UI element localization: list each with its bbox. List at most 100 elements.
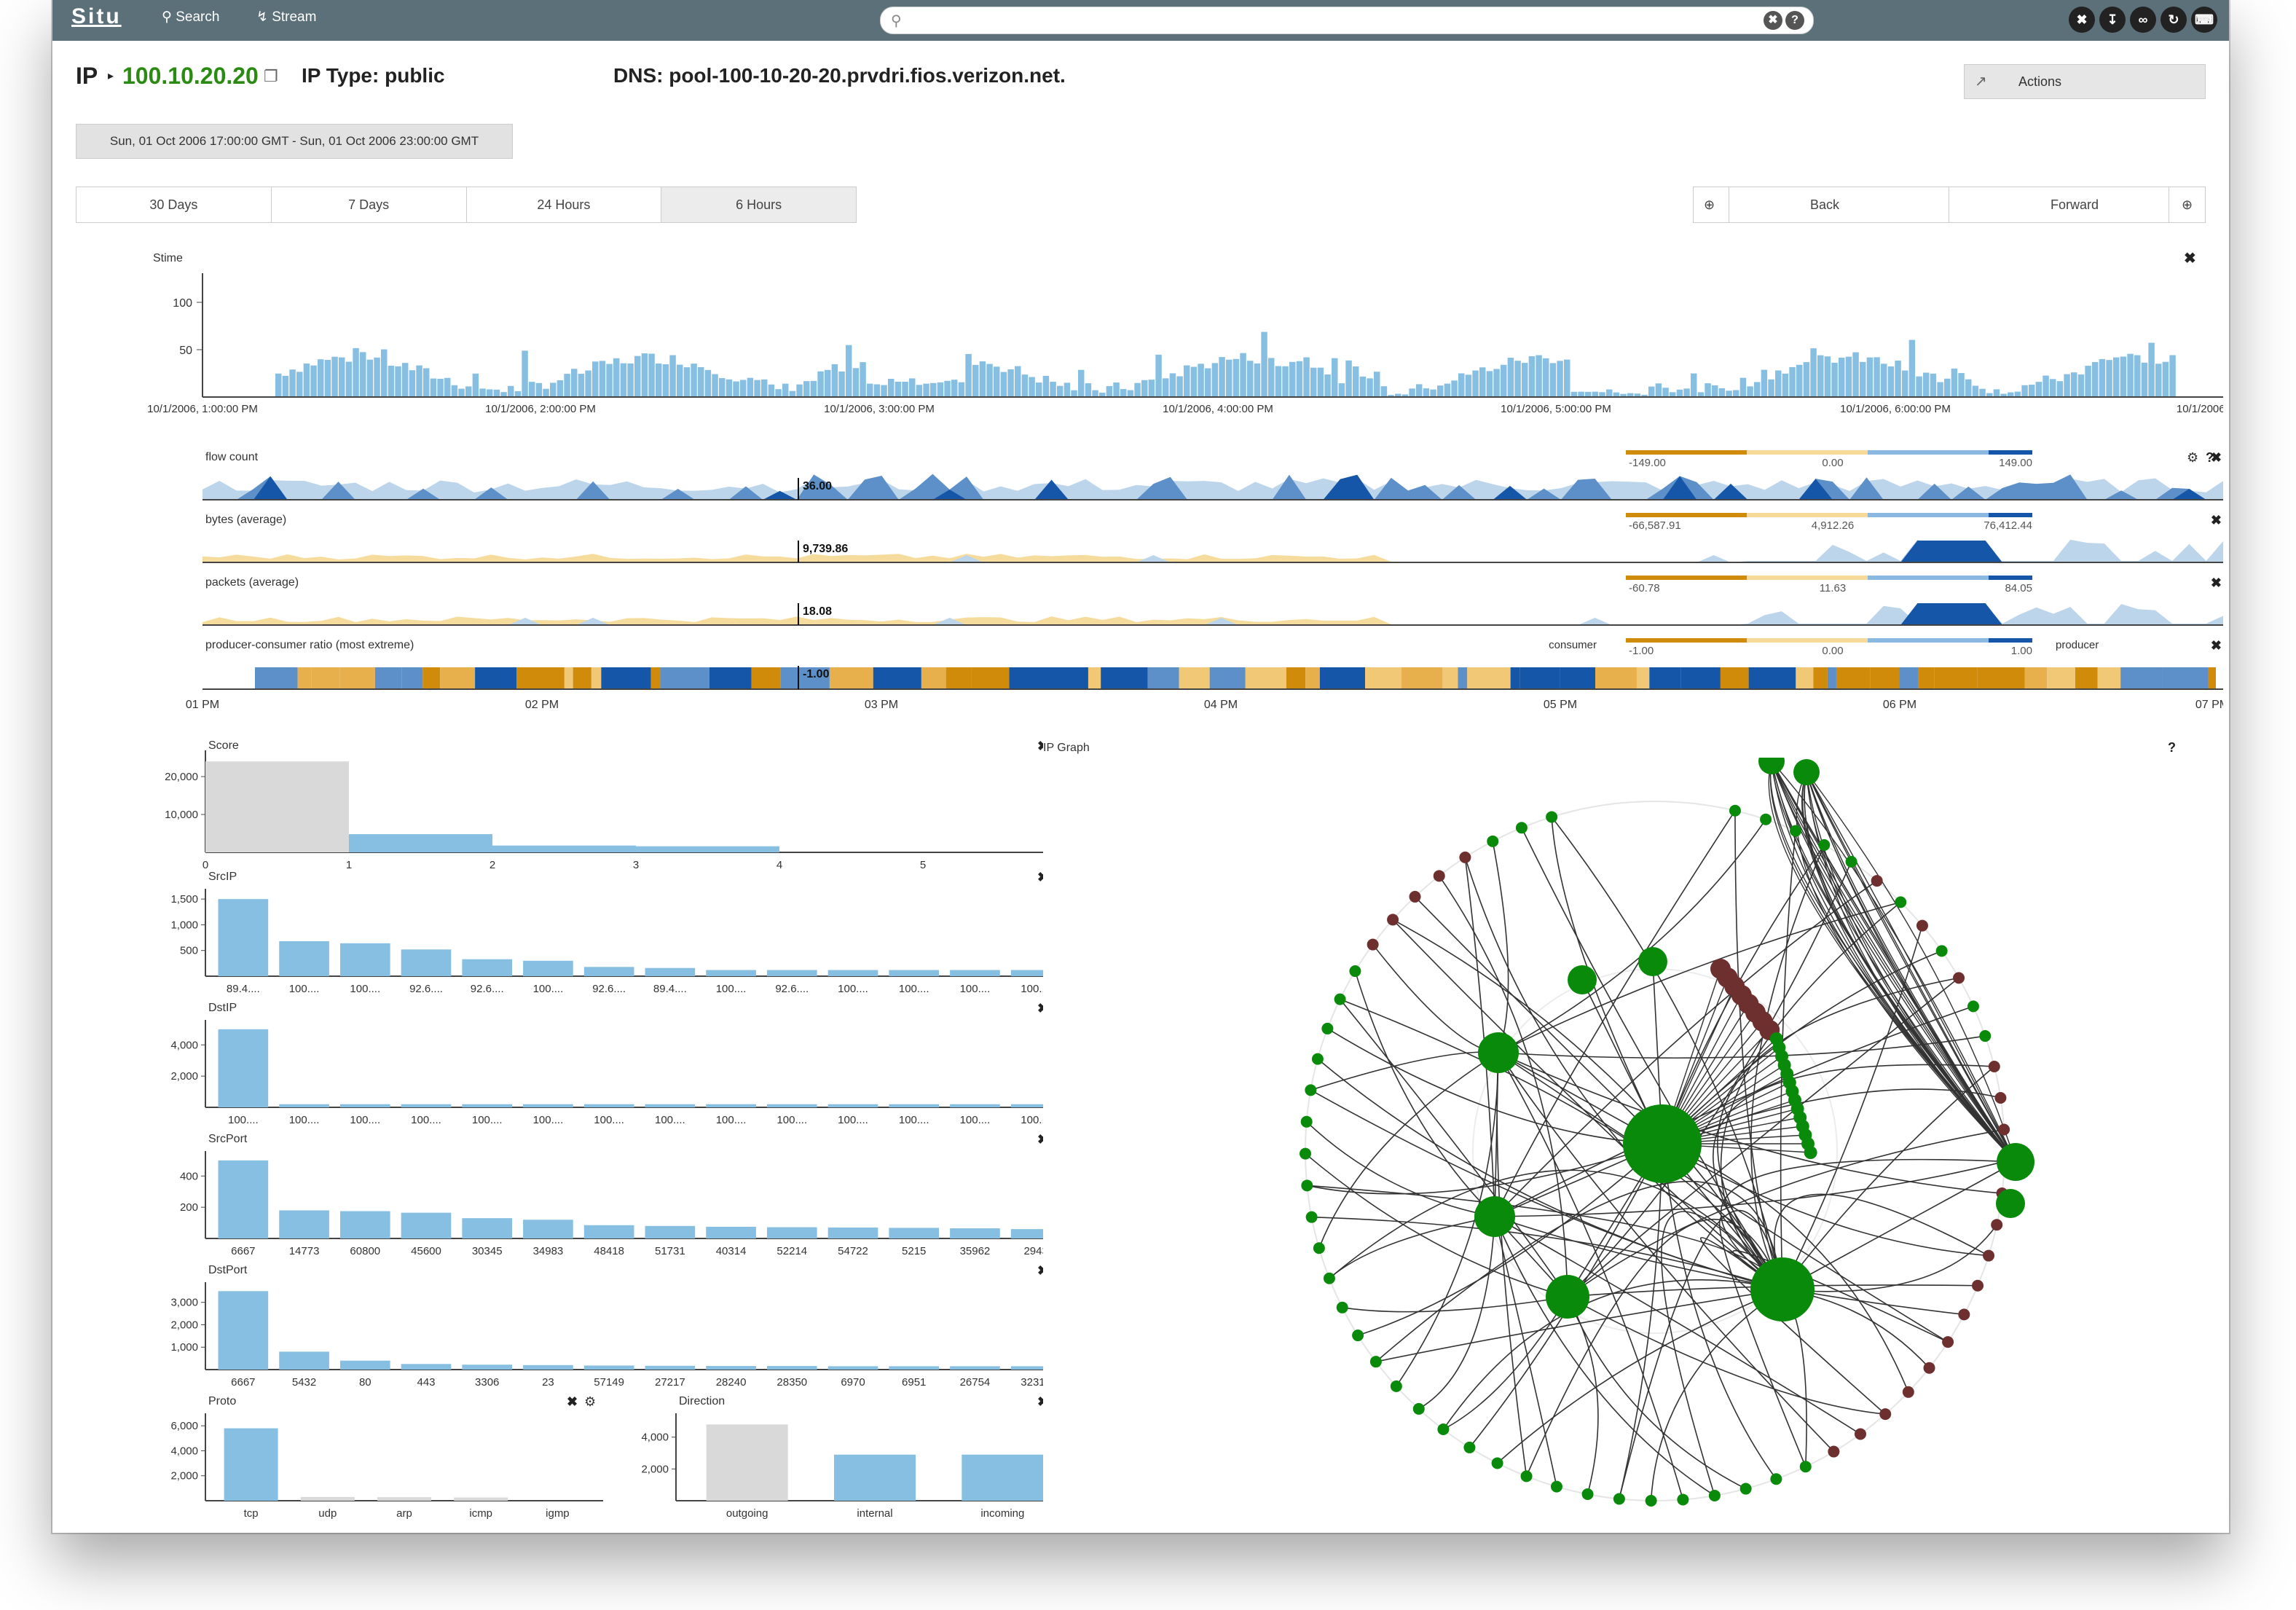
date-range-button[interactable]: Sun, 01 Oct 2006 17:00:00 GMT - Sun, 01 … [76, 124, 513, 159]
graph-node[interactable] [1305, 1084, 1317, 1096]
graph-node[interactable] [1300, 1147, 1312, 1160]
graph-node[interactable] [1305, 1211, 1318, 1223]
graph-node[interactable] [1871, 875, 1883, 887]
graph-node[interactable] [1334, 993, 1346, 1005]
graph-node[interactable] [1804, 1146, 1817, 1159]
histogram-bar[interactable] [279, 1210, 329, 1238]
range-24-hours-button[interactable]: 24 Hours [467, 187, 662, 222]
graph-node[interactable] [1895, 896, 1907, 908]
histogram-bar[interactable] [339, 1211, 390, 1239]
graph-node[interactable] [1409, 890, 1421, 903]
histogram-bar[interactable] [827, 1228, 878, 1238]
histogram-bar[interactable] [339, 943, 390, 976]
close-icon[interactable]: ✖ [2211, 450, 2222, 465]
close-icon[interactable]: ✖ [1037, 1263, 1043, 1278]
histogram-bar[interactable] [583, 1225, 634, 1238]
graph-hub-node[interactable] [1750, 1257, 1815, 1322]
histogram-bar[interactable] [636, 846, 779, 852]
link-icon[interactable]: ∞ [2130, 7, 2156, 33]
graph-node[interactable] [1760, 813, 1772, 825]
histogram-bar[interactable] [462, 959, 513, 976]
close-icon[interactable]: ✖ [2211, 638, 2222, 653]
graph-node[interactable] [1515, 822, 1528, 834]
graph-node[interactable] [1770, 1473, 1782, 1485]
graph-hub-node[interactable] [1638, 947, 1667, 976]
graph-node[interactable] [1879, 1408, 1892, 1421]
graph-node[interactable] [1729, 804, 1741, 817]
histogram-bar[interactable] [523, 960, 573, 976]
graph-node[interactable] [1301, 1179, 1313, 1192]
back-button[interactable]: Back [1810, 197, 1840, 212]
histogram-bar[interactable] [766, 1366, 817, 1370]
histogram-bar[interactable] [645, 967, 696, 976]
graph-node[interactable] [1321, 1022, 1334, 1034]
graph-node[interactable] [1967, 1000, 1979, 1013]
graph-node[interactable] [1546, 811, 1558, 823]
histogram-bar[interactable] [766, 1104, 817, 1107]
range-7-days-button[interactable]: 7 Days [272, 187, 467, 222]
graph-node[interactable] [1387, 914, 1399, 926]
close-icon[interactable]: ✖ [1037, 1394, 1043, 1409]
graph-hub-node[interactable] [1478, 1032, 1519, 1073]
refresh-icon[interactable]: ↻ [2161, 7, 2187, 33]
ip-graph[interactable] [1189, 758, 2092, 1530]
histogram-bar[interactable] [1010, 1366, 1043, 1370]
close-icon[interactable]: ✖ [1037, 1001, 1043, 1016]
graph-node[interactable] [1983, 1249, 1995, 1262]
histogram-bar[interactable] [218, 1291, 269, 1370]
graph-node[interactable] [1369, 1356, 1382, 1368]
histogram-bar[interactable] [300, 1496, 355, 1501]
histogram-bar[interactable] [766, 1227, 817, 1238]
range-6-hours-button[interactable]: 6 Hours [661, 187, 856, 222]
graph-node[interactable] [1313, 1242, 1325, 1254]
histogram-bar[interactable] [950, 1366, 1000, 1370]
histogram-bar[interactable] [339, 1104, 390, 1107]
graph-node[interactable] [1433, 870, 1445, 882]
graph-node[interactable] [1487, 835, 1499, 847]
histogram-bar[interactable] [492, 845, 636, 852]
histogram-bar[interactable] [645, 1225, 696, 1238]
graph-node[interactable] [1935, 945, 1948, 957]
histogram-bar[interactable] [1010, 1229, 1043, 1238]
histogram-bar[interactable] [279, 1351, 329, 1370]
histogram-bar[interactable] [401, 1364, 452, 1370]
graph-node[interactable] [1988, 1061, 2000, 1073]
close-icon[interactable]: ✖ [1037, 870, 1043, 884]
histogram-bar[interactable] [766, 970, 817, 976]
histogram-bar[interactable] [339, 1360, 390, 1370]
settings-icon[interactable]: ⚙ [584, 1394, 596, 1409]
graph-node[interactable] [1491, 1457, 1503, 1469]
search-input[interactable] [913, 10, 1746, 31]
close-icon[interactable]: ✖ [1037, 1132, 1043, 1147]
histogram-bar[interactable] [827, 1104, 878, 1107]
histogram-bar[interactable] [218, 1160, 269, 1238]
graph-hub-node[interactable] [1623, 1104, 1702, 1183]
histogram-bar[interactable] [583, 967, 634, 976]
actions-button[interactable]: ↗ Actions [1964, 64, 2206, 99]
graph-hub-node[interactable] [1474, 1196, 1515, 1237]
graph-node[interactable] [1412, 1402, 1425, 1415]
graph-node[interactable] [1352, 1330, 1364, 1342]
graph-hub-node[interactable] [1996, 1189, 2025, 1218]
histogram-bar[interactable] [583, 1365, 634, 1370]
graph-node[interactable] [1942, 1336, 1954, 1348]
back-circle-icon[interactable]: ⊕ [1704, 197, 1715, 212]
graph-node[interactable] [1300, 1115, 1313, 1128]
range-30-days-button[interactable]: 30 Days [76, 187, 272, 222]
histogram-bar[interactable] [706, 1226, 756, 1238]
graph-node[interactable] [1708, 1489, 1721, 1501]
histogram-bar[interactable] [401, 1212, 452, 1238]
histogram-bar[interactable] [205, 761, 349, 852]
histogram-bar[interactable] [889, 1366, 940, 1370]
graph-hub-node[interactable] [1568, 965, 1597, 994]
graph-node[interactable] [1799, 1461, 1812, 1473]
histogram-bar[interactable] [827, 970, 878, 976]
graph-node[interactable] [1463, 1441, 1476, 1453]
histogram-bar[interactable] [1010, 1104, 1043, 1107]
graph-node[interactable] [1550, 1480, 1562, 1493]
graph-node[interactable] [1367, 938, 1379, 951]
close-icon[interactable]: ✖ [567, 1394, 578, 1409]
histogram-bar[interactable] [827, 1366, 878, 1370]
histogram-bar[interactable] [889, 1228, 940, 1238]
nav-search[interactable]: ⚲ Search [162, 9, 219, 25]
